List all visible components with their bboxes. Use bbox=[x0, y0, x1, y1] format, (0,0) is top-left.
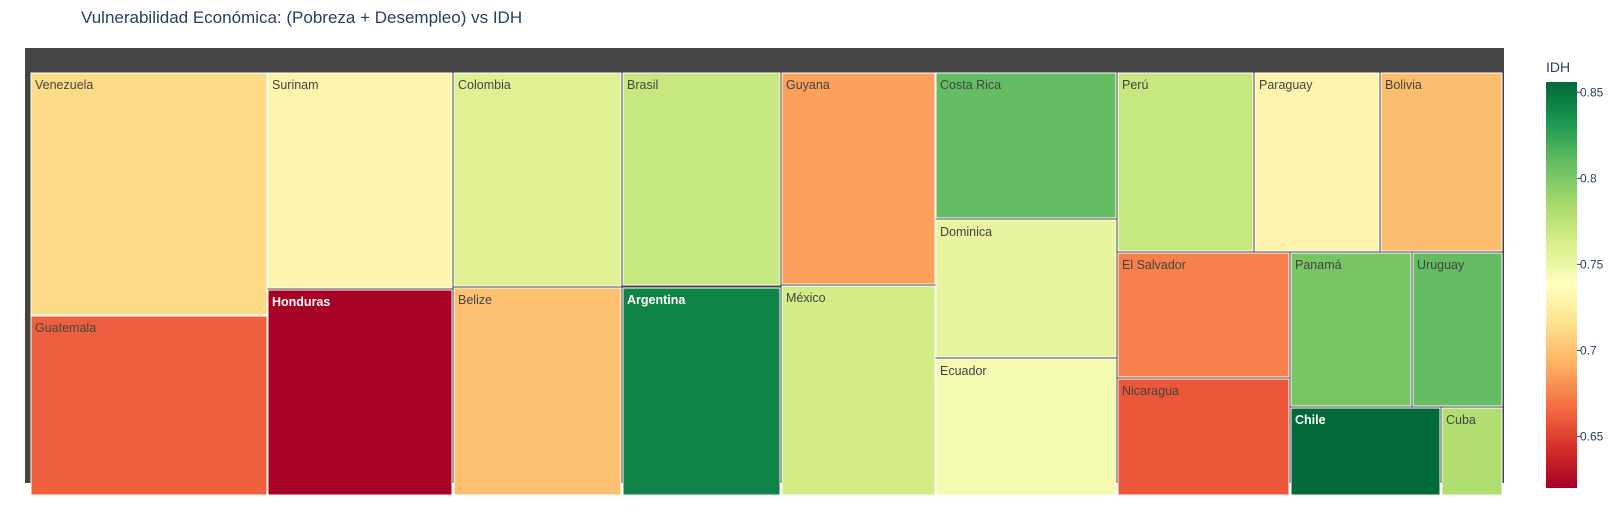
colorbar-tick-label: 0.7 bbox=[1580, 343, 1597, 357]
tile-label: Venezuela bbox=[35, 78, 93, 92]
colorbar-tick-label: 0.65 bbox=[1580, 429, 1604, 443]
tile-rect[interactable] bbox=[935, 219, 1117, 358]
tile-rect[interactable] bbox=[622, 287, 781, 496]
tile-costa-rica[interactable]: Costa Rica bbox=[935, 72, 1117, 219]
tile-rect[interactable] bbox=[30, 315, 268, 496]
tile-nicaragua[interactable]: Nicaragua bbox=[1117, 378, 1290, 496]
tile-surinam[interactable]: Surinam bbox=[267, 72, 453, 289]
tile-label: Surinam bbox=[272, 78, 319, 92]
tile-rect[interactable] bbox=[622, 72, 781, 286]
tile-rect[interactable] bbox=[30, 72, 268, 316]
tile-ecuador[interactable]: Ecuador bbox=[935, 358, 1117, 496]
tile-rect[interactable] bbox=[1290, 407, 1441, 496]
tile-rect[interactable] bbox=[781, 72, 936, 285]
tile-label: Honduras bbox=[272, 295, 330, 309]
tile-label: Perú bbox=[1122, 78, 1148, 92]
tile-colombia[interactable]: Colombia bbox=[453, 72, 622, 287]
tile-rect[interactable] bbox=[1117, 252, 1290, 378]
tile-rect[interactable] bbox=[267, 289, 453, 496]
tile-rect[interactable] bbox=[1254, 72, 1380, 252]
tile-rect[interactable] bbox=[781, 285, 936, 496]
tile-rect[interactable] bbox=[453, 287, 622, 496]
tile-rect[interactable] bbox=[453, 72, 622, 287]
tile-rect[interactable] bbox=[1117, 72, 1254, 252]
tile-label: Cuba bbox=[1446, 413, 1476, 427]
tile-label: Ecuador bbox=[940, 364, 987, 378]
tile-belize[interactable]: Belize bbox=[453, 287, 622, 496]
tile-label: El Salvador bbox=[1122, 258, 1186, 272]
tile-rect[interactable] bbox=[935, 72, 1117, 219]
tile-label: Brasil bbox=[627, 78, 658, 92]
tile-mexico[interactable]: México bbox=[781, 285, 936, 496]
tile-label: Guyana bbox=[786, 78, 830, 92]
tile-label: Belize bbox=[458, 293, 492, 307]
tile-venezuela[interactable]: Venezuela bbox=[30, 72, 268, 316]
colorbar-title: IDH bbox=[1546, 59, 1571, 75]
tile-label: Paraguay bbox=[1259, 78, 1313, 92]
tile-label: Uruguay bbox=[1417, 258, 1465, 272]
tile-uruguay[interactable]: Uruguay bbox=[1412, 252, 1503, 407]
tile-label: Colombia bbox=[458, 78, 511, 92]
tile-dominica[interactable]: Dominica bbox=[935, 219, 1117, 358]
tile-peru[interactable]: Perú bbox=[1117, 72, 1254, 252]
colorbar bbox=[1546, 82, 1577, 488]
tile-label: Chile bbox=[1295, 413, 1326, 427]
tile-panama[interactable]: Panamá bbox=[1290, 252, 1412, 407]
tile-bolivia[interactable]: Bolivia bbox=[1380, 72, 1503, 252]
tile-honduras[interactable]: Honduras bbox=[267, 289, 453, 496]
tile-guyana[interactable]: Guyana bbox=[781, 72, 936, 285]
tile-chile[interactable]: Chile bbox=[1290, 407, 1441, 496]
tile-label: Dominica bbox=[940, 225, 992, 239]
colorbar-tick-label: 0.8 bbox=[1580, 171, 1597, 185]
tile-label: Bolivia bbox=[1385, 78, 1422, 92]
tile-paraguay[interactable]: Paraguay bbox=[1254, 72, 1380, 252]
colorbar-tick-label: 0.75 bbox=[1580, 257, 1604, 271]
colorbar-tick-label: 0.85 bbox=[1580, 85, 1604, 99]
tile-rect[interactable] bbox=[1380, 72, 1503, 252]
tile-cuba[interactable]: Cuba bbox=[1441, 407, 1503, 496]
tile-rect[interactable] bbox=[1412, 252, 1503, 407]
tile-rect[interactable] bbox=[267, 72, 453, 289]
tile-rect[interactable] bbox=[1117, 378, 1290, 496]
tile-rect[interactable] bbox=[1441, 407, 1503, 496]
tile-brasil[interactable]: Brasil bbox=[622, 72, 781, 286]
tile-label: México bbox=[786, 291, 826, 305]
tile-argentina[interactable]: Argentina bbox=[622, 287, 781, 496]
tile-rect[interactable] bbox=[935, 358, 1117, 496]
tile-label: Costa Rica bbox=[940, 78, 1001, 92]
chart-title: Vulnerabilidad Económica: (Pobreza + Des… bbox=[81, 8, 523, 27]
tile-rect[interactable] bbox=[1290, 252, 1412, 407]
tile-label: Nicaragua bbox=[1122, 384, 1179, 398]
tile-label: Argentina bbox=[627, 293, 686, 307]
tile-label: Panamá bbox=[1295, 258, 1342, 272]
tile-el-salvador[interactable]: El Salvador bbox=[1117, 252, 1290, 378]
tile-guatemala[interactable]: Guatemala bbox=[30, 315, 268, 496]
tile-label: Guatemala bbox=[35, 321, 96, 335]
